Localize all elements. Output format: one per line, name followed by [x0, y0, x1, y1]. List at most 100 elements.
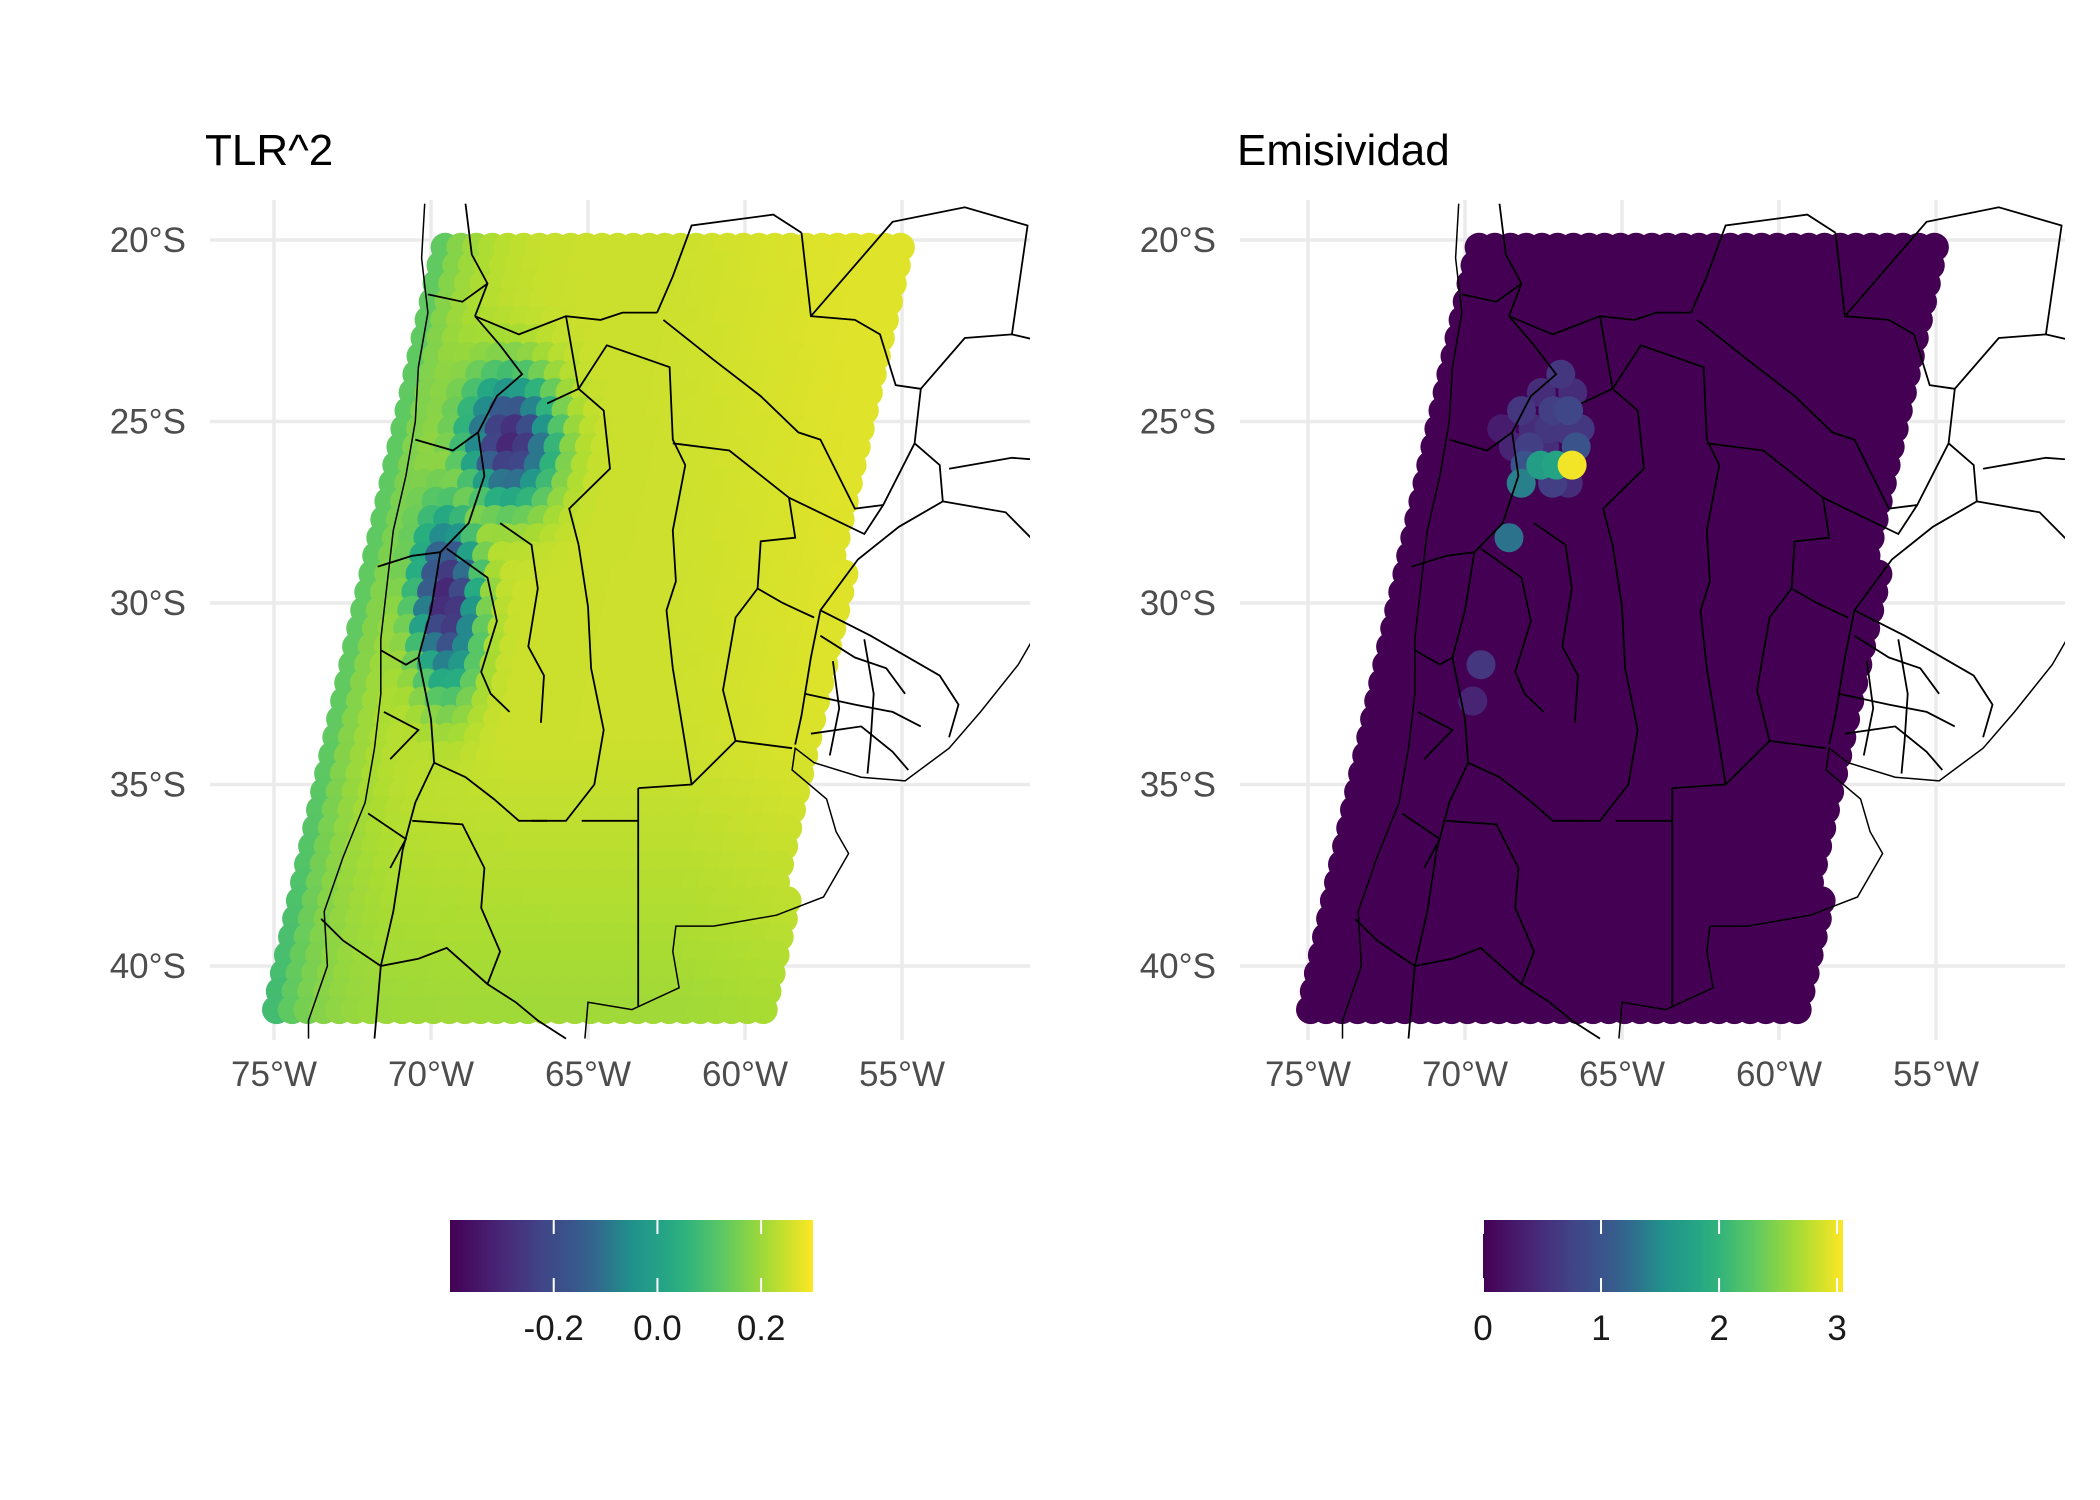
y-tick-label: 30°S — [110, 584, 186, 623]
boundary-line — [1853, 442, 1978, 611]
boundary-line — [415, 431, 479, 452]
atlantic-coastline — [584, 642, 1030, 1039]
pacific-coastline — [307, 203, 429, 1039]
boundary-line — [565, 316, 611, 546]
boundary-line — [1853, 634, 1940, 695]
boundary-line — [499, 522, 545, 723]
boundary-line — [1467, 761, 1582, 822]
boundary-line — [1756, 587, 1827, 750]
x-tick-label: 60°W — [1736, 1055, 1822, 1094]
panel-emisividad: Emisividad 75°W 70°W 65°W 60°W 55°W 20°S 25°S 3… — [1140, 126, 2065, 1348]
boundary-line — [671, 668, 693, 785]
x-tick-label: 75°W — [231, 1055, 317, 1094]
boundary-line — [788, 496, 884, 536]
y-tick-label: 35°S — [1140, 766, 1216, 805]
boundary-line — [1446, 819, 1536, 985]
boundary-line — [380, 649, 419, 666]
boundary-line — [320, 918, 382, 967]
boundary-line — [1411, 551, 1475, 568]
colorbar-label: 0 — [1473, 1309, 1492, 1348]
boundary-line — [662, 319, 916, 510]
boundary-line — [1791, 587, 1849, 619]
boundary-line — [1976, 500, 2065, 540]
data-point — [1494, 523, 1524, 553]
boundary-line — [948, 456, 1030, 470]
boundary-line — [656, 213, 802, 313]
boundary-line — [412, 819, 502, 985]
panel-title-emisividad: Emisividad — [1237, 126, 1450, 175]
y-tick-label: 35°S — [110, 766, 186, 805]
y-tick-label: 20°S — [110, 221, 186, 260]
boundary-line — [1828, 610, 1856, 745]
y-tick-label: 25°S — [110, 403, 186, 442]
data-point — [1554, 396, 1584, 426]
boundary-line — [531, 544, 605, 822]
boundary-line — [474, 311, 658, 336]
boundary-line — [464, 203, 489, 317]
pacific-coastline — [1341, 203, 1463, 1039]
x-tick-label: 60°W — [702, 1055, 788, 1094]
colorbar-label: 3 — [1827, 1309, 1846, 1348]
panel-tlr2: TLR^2 75°W 70°W 65°W 60°W 55°W 20°S 25°S 30°S 35… — [110, 126, 1030, 1348]
colorbar-legend: 0 1 2 3 — [1473, 1220, 1847, 1348]
boundary-line — [819, 442, 944, 611]
boundary-line — [1672, 740, 1771, 789]
boundary-line — [1498, 203, 1523, 317]
data-point — [1458, 686, 1488, 716]
y-tick-label: 40°S — [1140, 947, 1216, 986]
x-tick-label: 65°W — [545, 1055, 631, 1094]
boundary-line — [819, 609, 960, 738]
data-point — [1466, 650, 1496, 680]
x-tick-label: 75°W — [1265, 1055, 1351, 1094]
y-tick-label: 40°S — [110, 947, 186, 986]
colorbar — [450, 1220, 813, 1292]
y-tick-label: 20°S — [1140, 221, 1216, 260]
boundary-line — [804, 692, 922, 728]
x-tick-label: 55°W — [859, 1055, 945, 1094]
boundary-line — [1696, 319, 1950, 510]
map-outlines — [307, 203, 1030, 1040]
boundary-line — [1449, 431, 1513, 452]
boundary-line — [383, 711, 420, 760]
boundary-line — [920, 333, 1030, 390]
boundary-line — [863, 639, 875, 774]
colorbar-label: 0.0 — [633, 1309, 682, 1348]
boundary-line — [819, 634, 906, 695]
map-outlines — [1341, 203, 2065, 1040]
boundary-line — [672, 442, 797, 589]
boundary-line — [377, 551, 441, 568]
boundary-line — [794, 610, 822, 745]
y-tick-label: 25°S — [1140, 403, 1216, 442]
data-point — [1507, 396, 1536, 426]
colorbar-label: 1 — [1591, 1309, 1610, 1348]
boundary-line — [1822, 496, 1918, 536]
x-tick-label: 70°W — [388, 1055, 474, 1094]
boundary-line — [380, 946, 567, 1040]
boundary-line — [1414, 649, 1453, 666]
boundary-line — [1401, 812, 1442, 869]
boundary-line — [1599, 316, 1645, 546]
boundary-line — [665, 464, 687, 669]
boundary-line — [1461, 282, 1523, 303]
colorbar — [1483, 1220, 1843, 1292]
panel-title-tlr2: TLR^2 — [205, 126, 333, 175]
boundary-line — [1705, 668, 1727, 785]
data-point — [748, 995, 778, 1025]
axes: 75°W 70°W 65°W 60°W 55°W 20°S 25°S 30°S 35°S 40°S — [1140, 221, 1979, 1094]
boundary-line — [828, 660, 841, 756]
boundary-line — [1508, 311, 1692, 336]
boundary-line — [1982, 456, 2065, 470]
boundary-line — [1417, 711, 1454, 760]
boundary-line — [1354, 918, 1416, 967]
boundary-line — [1706, 442, 1831, 589]
data-points — [262, 232, 915, 1025]
boundary-line — [1414, 946, 1601, 1040]
boundary-line — [1838, 692, 1956, 728]
boundary-line — [433, 761, 548, 822]
boundary-line — [1565, 544, 1639, 822]
axes: 75°W 70°W 65°W 60°W 55°W 20°S 25°S 30°S 35°S 40°S — [110, 221, 945, 1094]
boundary-line — [1480, 547, 1545, 713]
data-point — [1782, 995, 1812, 1025]
boundary-line — [1897, 639, 1909, 774]
boundary-line — [757, 587, 815, 619]
